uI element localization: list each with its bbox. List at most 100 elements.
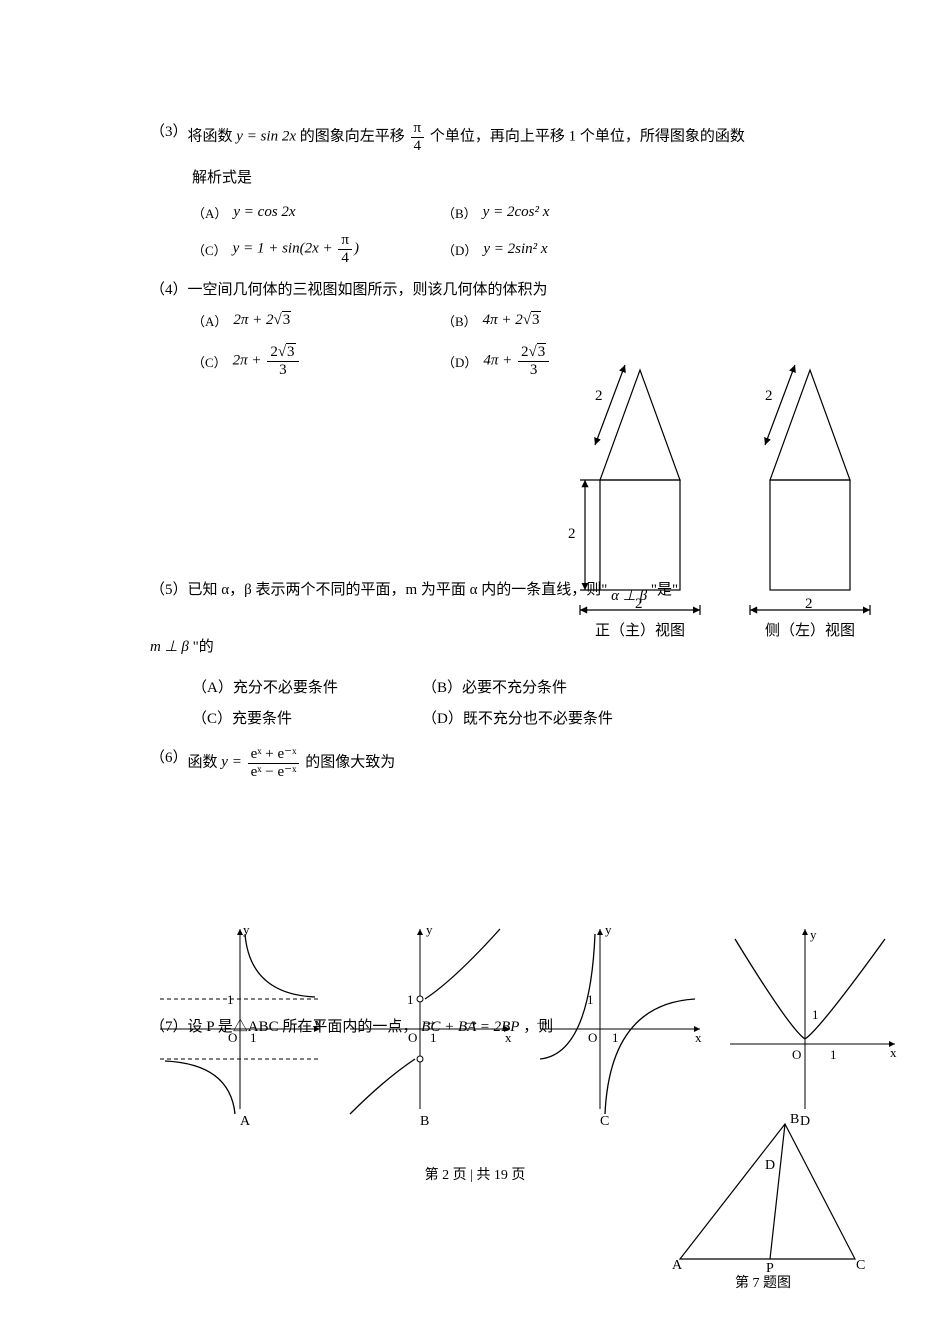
q4-number: （4） bbox=[150, 278, 188, 299]
q5-optB-label: （B） bbox=[422, 676, 462, 697]
q6-lhs: y = bbox=[221, 754, 245, 770]
g2-O: O bbox=[408, 1030, 417, 1045]
q7-caption: 第 7 题图 bbox=[735, 1274, 791, 1289]
q3-frac-den: 4 bbox=[411, 138, 425, 155]
q7-figure: A B C P D 第 7 题图 bbox=[670, 1109, 870, 1294]
q3-optC-fn: π bbox=[338, 232, 352, 250]
q3-frac-num: π bbox=[411, 120, 425, 138]
pt-C: C bbox=[856, 1258, 865, 1273]
q3-func: y = sin 2x bbox=[236, 128, 296, 144]
q3-optD: （D） y = 2sin² x bbox=[442, 240, 642, 259]
q5-t3: "的 bbox=[193, 639, 214, 655]
g1-1x: 1 bbox=[250, 1030, 257, 1045]
pt-B: B bbox=[790, 1112, 799, 1127]
q6-fn: eˣ + e⁻ˣ bbox=[248, 746, 300, 764]
q3-number: （3） bbox=[150, 120, 188, 141]
q3-optD-val: y = 2sin² x bbox=[483, 241, 547, 258]
q4-optD-pre: 4π + bbox=[483, 352, 516, 368]
q3-t1: 将函数 bbox=[188, 128, 237, 144]
q3-optC-pre: y = 1 + sin(2x + bbox=[233, 240, 337, 256]
q3-optA-val: y = cos 2x bbox=[233, 204, 295, 221]
g4-O: O bbox=[792, 1047, 801, 1062]
q3-optC: （C） y = 1 + sin(2x + π4) bbox=[192, 232, 392, 266]
q4-optA-label: （A） bbox=[192, 311, 227, 330]
g1-O: O bbox=[228, 1030, 237, 1045]
q6-t1: 函数 bbox=[188, 754, 222, 770]
q3-optC-val: y = 1 + sin(2x + π4) bbox=[233, 232, 359, 266]
g3-y: y bbox=[605, 922, 612, 937]
q4-optB-pre: 4π + 2 bbox=[483, 312, 523, 328]
g3-O: O bbox=[588, 1030, 597, 1045]
q5-optC: （C） 充要条件 bbox=[192, 707, 372, 728]
g1-x: x bbox=[315, 1015, 322, 1030]
pt-A: A bbox=[672, 1258, 683, 1273]
g2-1y: 1 bbox=[407, 992, 414, 1007]
q3-optB-val: y = 2cos² x bbox=[483, 204, 550, 221]
q4-optC-val: 2π + 233 bbox=[233, 344, 301, 378]
q5-optC-val: 充要条件 bbox=[232, 707, 292, 728]
q4-optB-label: （B） bbox=[442, 311, 477, 330]
q4-optB-sqrt: 3 bbox=[531, 311, 541, 328]
q4-optC-pre: 2π + bbox=[233, 352, 266, 368]
q6-func: y = eˣ + e⁻ˣeˣ − e⁻ˣ bbox=[221, 754, 305, 770]
q4-optC-label: （C） bbox=[192, 352, 227, 371]
g3-1y: 1 bbox=[587, 992, 594, 1007]
dim-tr: 2 bbox=[765, 388, 773, 404]
q5-optC-label: （C） bbox=[192, 707, 232, 728]
question-3: （3） 将函数 y = sin 2x 的图象向左平移 π 4 个单位，再向上平移… bbox=[150, 120, 820, 154]
q3-frac: π 4 bbox=[411, 120, 425, 154]
q5-optD-label: （D） bbox=[422, 707, 463, 728]
q3-optC-fd: 4 bbox=[338, 250, 352, 267]
g4-1x: 1 bbox=[830, 1047, 837, 1062]
q4-optA-sqrt: 3 bbox=[282, 311, 292, 328]
q3-body: 将函数 y = sin 2x 的图象向左平移 π 4 个单位，再向上平移 1 个… bbox=[188, 120, 820, 154]
label-side: 侧（左）视图 bbox=[765, 622, 855, 639]
page-footer: 第 2 页 | 共 19 页 bbox=[0, 1164, 950, 1184]
q3-line2: 解析式是 bbox=[192, 166, 820, 187]
q4-optC-fn1: 2 bbox=[270, 344, 278, 360]
g3-label: C bbox=[600, 1114, 609, 1129]
q4-optD-label: （D） bbox=[442, 352, 477, 371]
q3-optB: （B） y = 2cos² x bbox=[442, 203, 642, 222]
pt-P: P bbox=[766, 1261, 774, 1276]
dim-tl: 2 bbox=[595, 388, 603, 404]
q3-optC-post: ) bbox=[354, 240, 359, 256]
q5-cond2: m ⊥ β bbox=[150, 639, 189, 655]
q4-optB-val: 4π + 2 3 bbox=[483, 312, 541, 329]
q4-optD-fn1: 2 bbox=[521, 344, 529, 360]
g2-y: y bbox=[426, 922, 433, 937]
q4-optC: （C） 2π + 233 bbox=[192, 344, 392, 378]
q3-options: （A） y = cos 2x （B） y = 2cos² x （C） y = 1… bbox=[192, 203, 820, 266]
q6-number: （6） bbox=[150, 746, 188, 767]
q5-optD: （D） 既不充分也不必要条件 bbox=[422, 707, 622, 728]
q4-optC-fd: 3 bbox=[267, 362, 298, 379]
g1-y: y bbox=[243, 922, 250, 937]
q5-optA-label: （A） bbox=[192, 676, 233, 697]
q5-optA-val: 充分不必要条件 bbox=[233, 676, 338, 697]
g3-x: x bbox=[695, 1030, 702, 1045]
q3-optA: （A） y = cos 2x bbox=[192, 203, 392, 222]
q6-fd: eˣ − e⁻ˣ bbox=[248, 764, 300, 781]
q4-text: 一空间几何体的三视图如图所示，则该几何体的体积为 bbox=[188, 278, 820, 299]
question-6: （6） 函数 y = eˣ + e⁻ˣeˣ − e⁻ˣ 的图像大致为 bbox=[150, 746, 820, 780]
q4-optA: （A） 2π + 2 3 bbox=[192, 311, 392, 330]
three-view-svg: 2 2 2 正（主）视图 2 2 侧（左）视图 bbox=[540, 350, 880, 680]
g4-1y: 1 bbox=[812, 1007, 819, 1022]
g4-x: x bbox=[890, 1045, 897, 1060]
q6-t2: 的图像大致为 bbox=[305, 754, 395, 770]
q7-eq: → → → BC + BA = 2BP bbox=[421, 1019, 519, 1036]
dim-h: 2 bbox=[568, 526, 576, 542]
q4-figure: 2 2 2 正（主）视图 2 2 侧（左）视图 bbox=[540, 350, 880, 685]
q5-number: （5） bbox=[150, 578, 188, 599]
q3-optA-label: （A） bbox=[192, 203, 227, 222]
dim-wr: 2 bbox=[805, 596, 813, 612]
q3-t3: 个单位，再向上平移 1 个单位，所得图象的函数 bbox=[430, 128, 745, 144]
g3-1x: 1 bbox=[612, 1030, 619, 1045]
label-front: 正（主）视图 bbox=[595, 622, 685, 639]
q4-optA-pre: 2π + 2 bbox=[233, 312, 273, 328]
dim-wl: 2 bbox=[635, 596, 643, 612]
q6-body: 函数 y = eˣ + e⁻ˣeˣ − e⁻ˣ 的图像大致为 bbox=[188, 746, 820, 780]
q3-optC-label: （C） bbox=[192, 240, 227, 259]
question-4: （4） 一空间几何体的三视图如图所示，则该几何体的体积为 bbox=[150, 278, 820, 299]
q5-optD-val: 既不充分也不必要条件 bbox=[463, 707, 613, 728]
